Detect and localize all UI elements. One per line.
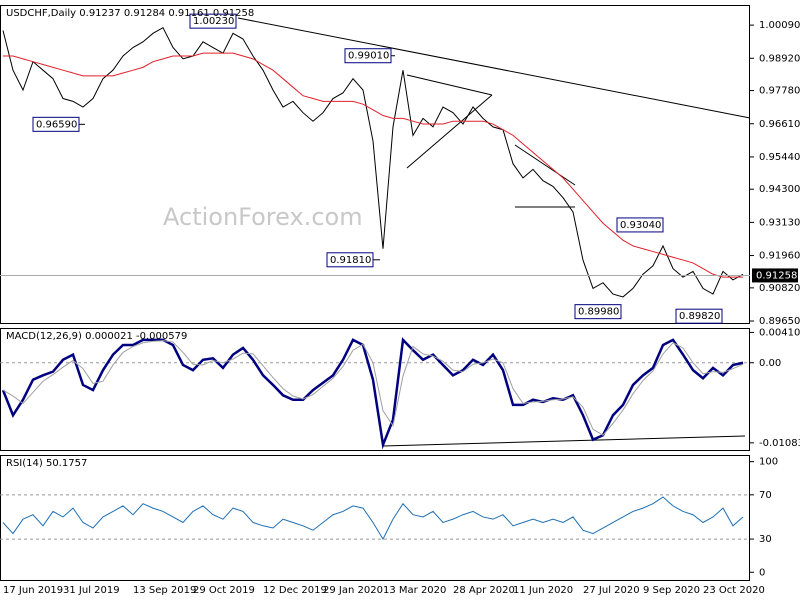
x-tick-label: 12 Dec 2019	[263, 585, 327, 596]
x-tick-label: 31 Jul 2019	[63, 585, 120, 596]
y-tick-label: 0.00	[759, 358, 781, 369]
y-tick-label: 100	[759, 457, 778, 468]
trendline	[406, 94, 493, 169]
x-tick-label: 17 Jun 2019	[3, 585, 63, 596]
annotation-box	[189, 13, 237, 29]
trendline	[382, 435, 746, 447]
panel-frame	[0, 5, 750, 324]
series-line	[2, 26, 744, 298]
x-tick-label: 13 Mar 2020	[383, 585, 446, 596]
y-tick-label: 0.91960	[759, 251, 800, 262]
watermark: ActionForex.com	[163, 203, 363, 231]
series-line	[2, 496, 744, 541]
x-tick-label: 9 Sep 2020	[643, 585, 700, 596]
annotation-box	[616, 217, 664, 233]
annotation-box	[344, 48, 392, 64]
y-tick-label: 0.004101	[759, 327, 800, 338]
panel-frame	[0, 455, 750, 581]
trendline	[514, 144, 576, 186]
y-tick-label: -0.010833	[759, 438, 800, 449]
panel-title: RSI(14) 50.1757	[6, 458, 87, 469]
y-tick-label: 0.94300	[759, 184, 800, 195]
y-tick-label: 0.90820	[759, 283, 800, 294]
x-tick-label: 23 Oct 2020	[703, 585, 765, 596]
y-tick-label: 0.93130	[759, 217, 800, 228]
annotation-box	[32, 116, 80, 132]
annotation-label: 0.93040	[620, 220, 661, 231]
y-tick-label: 0	[759, 567, 765, 578]
annotation-box	[675, 308, 723, 324]
series-line	[1, 337, 744, 450]
annotation-label: 0.99010	[348, 51, 389, 62]
x-tick-label: 29 Oct 2019	[193, 585, 255, 596]
annotation-label: 0.96590	[36, 119, 77, 130]
y-tick-label: 0.98920	[759, 53, 800, 64]
last-price-label: 0.91258	[756, 270, 797, 281]
trendline	[406, 74, 493, 96]
annotation-label: 0.91810	[330, 255, 371, 266]
y-tick-label: 0.97780	[759, 86, 800, 97]
series-line	[3, 52, 743, 278]
x-tick-label: 13 Sep 2019	[133, 585, 196, 596]
annotation-box	[574, 304, 622, 320]
x-tick-label: 27 Jul 2020	[583, 585, 640, 596]
annotation-label: 0.89980	[578, 307, 619, 318]
annotation-label: 0.89820	[679, 311, 720, 322]
trendline	[237, 17, 751, 119]
last-price-box	[752, 268, 798, 283]
annotation-label: 1.00230	[193, 16, 234, 27]
y-tick-label: 0.89650	[759, 316, 800, 327]
y-tick-label: 70	[759, 490, 772, 501]
y-tick-label: 30	[759, 534, 772, 545]
panel-title: USDCHF,Daily 0.91237 0.91284 0.91161 0.9…	[6, 8, 254, 19]
y-tick-label: 0.95440	[759, 152, 800, 163]
x-tick-label: 28 Apr 2020	[453, 585, 515, 596]
x-tick-label: 29 Jan 2020	[323, 585, 383, 596]
panel-title: MACD(12,26,9) 0.000021 -0.000579	[6, 331, 187, 342]
y-tick-label: 0.96610	[759, 119, 800, 130]
annotation-box	[326, 252, 374, 268]
x-tick-label: 11 Jun 2020	[513, 585, 573, 596]
series-line	[2, 340, 744, 436]
y-tick-label: 1.00090	[759, 20, 800, 31]
panel-frame	[0, 328, 750, 451]
